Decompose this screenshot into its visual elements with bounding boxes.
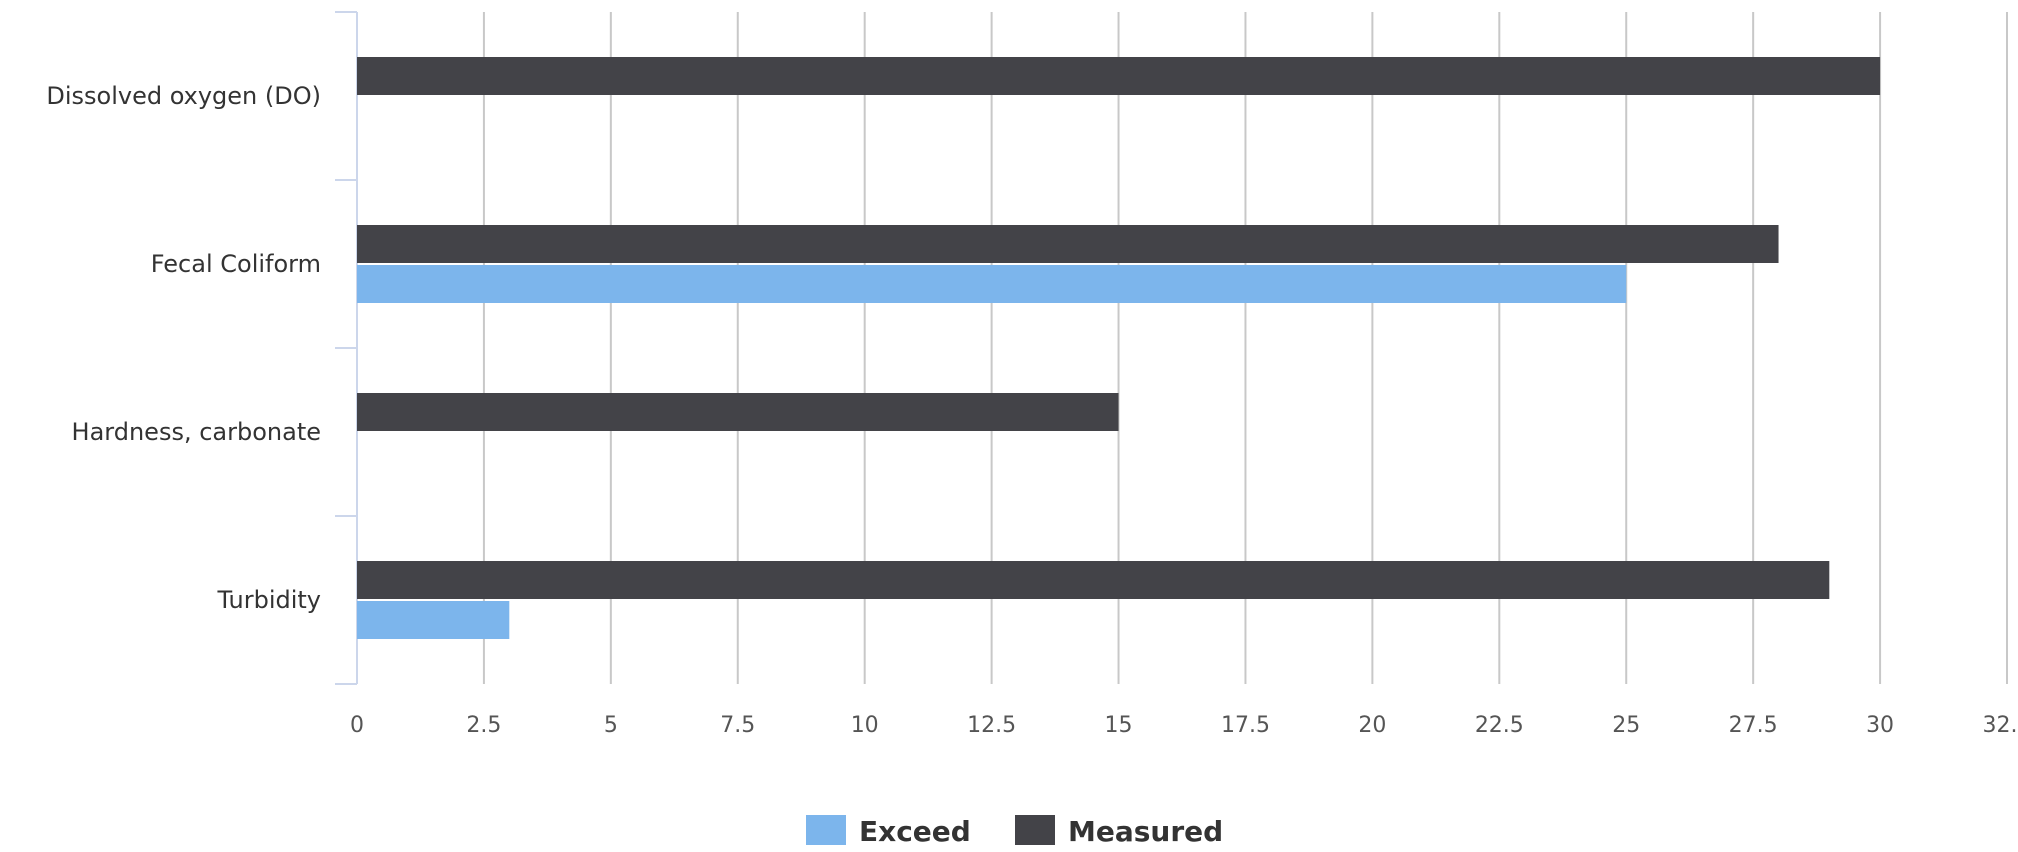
bar-measured-hardness-carbonate[interactable]	[357, 393, 1119, 431]
category-label-3: Turbidity	[216, 586, 321, 614]
x-tick-labels: 0 2.5 5 7.5 10 12.5 15 17.5 20 22.5 25 27.5 30 32.5	[350, 713, 2018, 738]
category-labels: Dissolved oxygen (DO) Fecal Coliform Hardn…	[46, 82, 321, 614]
legend-swatch-measured[interactable]	[1015, 815, 1055, 845]
x-tick-label-3: 7.5	[720, 713, 755, 738]
x-tick-label-6: 15	[1105, 713, 1133, 738]
x-tick-label-12: 30	[1866, 713, 1894, 738]
x-tick-label-10: 25	[1612, 713, 1640, 738]
category-label-2: Hardness, carbonate	[72, 418, 321, 446]
legend-label-measured[interactable]: Measured	[1068, 815, 1223, 848]
legend[interactable]: Exceed Measured	[806, 815, 1223, 848]
x-tick-label-11: 27.5	[1729, 713, 1778, 738]
x-tick-label-9: 22.5	[1475, 713, 1524, 738]
bar-exceed-turbidity[interactable]	[357, 601, 510, 639]
bar-exceed-fecal-coliform[interactable]	[357, 265, 1627, 303]
x-tick-label-2: 5	[604, 713, 618, 738]
y-axis	[335, 11, 358, 685]
category-label-1: Fecal Coliform	[151, 250, 321, 278]
x-tick-label-1: 2.5	[466, 713, 501, 738]
x-tick-label-0: 0	[350, 713, 364, 738]
category-label-0: Dissolved oxygen (DO)	[46, 82, 321, 110]
x-tick-label-8: 20	[1358, 713, 1386, 738]
x-tick-label-5: 12.5	[967, 713, 1016, 738]
bars	[357, 57, 1881, 639]
x-tick-label-13: 32.5	[1983, 713, 2018, 738]
bar-measured-dissolved-oxygen-do[interactable]	[357, 57, 1881, 95]
bar-measured-turbidity[interactable]	[357, 561, 1830, 599]
legend-label-exceed[interactable]: Exceed	[859, 815, 971, 848]
bar-measured-fecal-coliform[interactable]	[357, 225, 1779, 263]
x-tick-label-7: 17.5	[1221, 713, 1270, 738]
x-tick-label-4: 10	[851, 713, 879, 738]
legend-swatch-exceed[interactable]	[806, 815, 846, 845]
